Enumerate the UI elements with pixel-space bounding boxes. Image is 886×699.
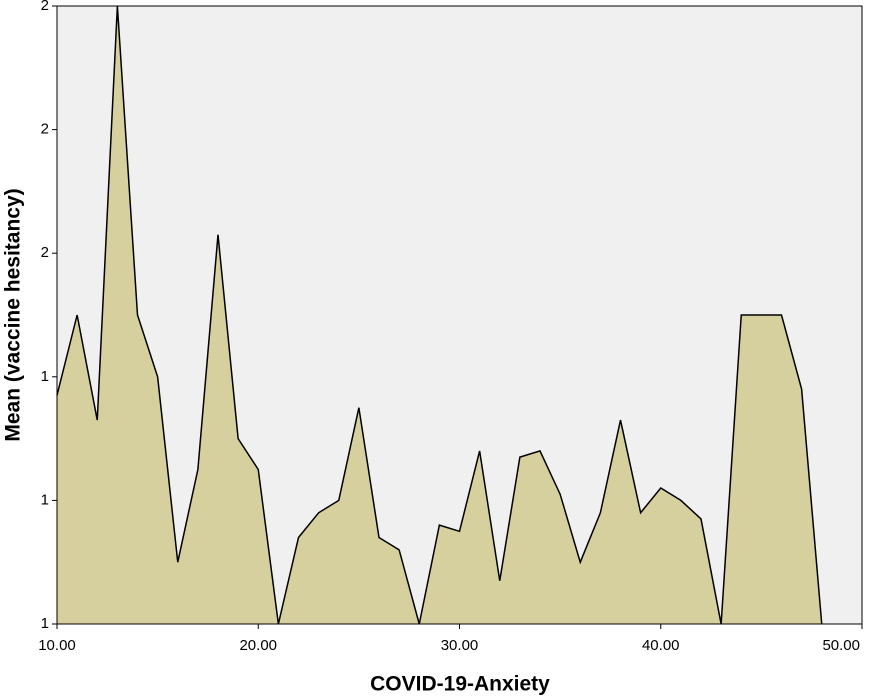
x-tick-label: 50.00 — [822, 637, 860, 654]
x-tick-label: 40.00 — [642, 637, 680, 654]
y-tick-label: 2 — [41, 0, 49, 14]
y-axis-title: Mean (vaccine hesitancy) — [2, 188, 25, 441]
area-outline — [56, 5, 823, 625]
y-tick-label: 1 — [41, 368, 49, 385]
x-tick-label: 20.00 — [239, 637, 277, 654]
y-tick-label: 2 — [41, 244, 49, 261]
y-tick-label: 1 — [41, 491, 49, 508]
x-axis-title: COVID-19-Anxiety — [370, 673, 550, 696]
y-tick-label: 1 — [41, 615, 49, 632]
x-tick-label: 30.00 — [441, 637, 479, 654]
x-tick-label: 10.00 — [38, 637, 76, 654]
y-tick-label: 2 — [41, 121, 49, 138]
